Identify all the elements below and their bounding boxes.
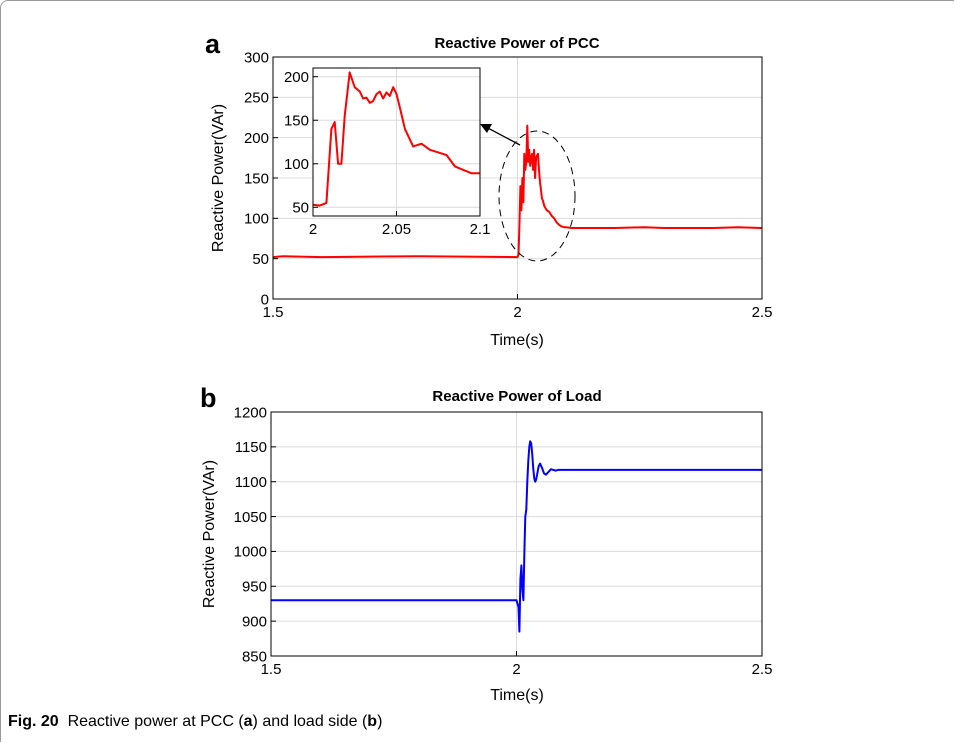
panel-b-xtick-label-0: 1.5 <box>261 661 282 678</box>
panel-b-ytick-label-4: 1050 <box>234 509 267 526</box>
panel-b-ytick-label-7: 1200 <box>234 404 267 421</box>
inset-ticks: 2 2.05 2.1 50 100 150 200 <box>284 69 490 238</box>
inset-ytick-label-0: 50 <box>292 200 309 217</box>
caption-mid: ) and load side ( <box>252 713 368 730</box>
panel-b-series-line <box>271 440 762 633</box>
panel-a-ytick-label-3: 150 <box>244 170 269 187</box>
zoom-ellipse <box>498 130 576 262</box>
zoom-arrowhead <box>480 124 492 133</box>
panel-b-ylabel: Reactive Power(VAr) <box>201 460 218 608</box>
panel-a-xtick-label-0: 1.5 <box>263 304 284 321</box>
panel-a-ytick-label-4: 200 <box>244 130 269 147</box>
caption-text: Reactive power at PCC ( <box>67 713 244 730</box>
panel-b-chart: b Reactive Power of Load 1.5 2 2.5 850 900 95… <box>200 383 772 704</box>
panel-b-xtick-label-1: 2 <box>512 661 520 678</box>
caption-ref-b: b <box>367 713 378 730</box>
panel-a-series-line <box>272 124 763 259</box>
panel-b-ytick-label-5: 1100 <box>235 474 267 491</box>
panel-b-ytick-label-1: 900 <box>242 613 267 630</box>
panel-b-ytick-label-3: 1000 <box>234 544 267 561</box>
caption-end: ) <box>377 713 383 730</box>
panel-b-xlabel: Time(s) <box>490 687 544 704</box>
panel-a-ytick-label-0: 0 <box>261 291 269 308</box>
panel-b-series <box>271 440 762 633</box>
panel-b-label: b <box>200 383 217 413</box>
panel-b-gridlines <box>271 412 762 656</box>
figure-caption: Fig. 20 Reactive power at PCC (a) and lo… <box>8 713 382 731</box>
inset-xtick-label-1: 2.05 <box>382 221 411 238</box>
inset-ytick-label-1: 100 <box>284 156 309 173</box>
panel-b-xtick-label-2: 2.5 <box>752 661 773 678</box>
panel-a-xlabel: Time(s) <box>490 332 544 349</box>
panel-a-chart: a Reactive Power of PCC 1.5 2 2.5 0 50 100 150… <box>205 29 772 349</box>
inset-series <box>312 71 480 207</box>
panel-a-series <box>272 124 763 259</box>
panel-a-title: Reactive Power of PCC <box>434 35 599 52</box>
panel-b-ytick-label-2: 950 <box>242 579 267 596</box>
panel-b-ytick-label-6: 1150 <box>235 439 267 456</box>
panel-a-ytick-label-5: 250 <box>244 90 269 107</box>
inset-ytick-label-3: 200 <box>284 69 309 86</box>
panel-a-ytick-label-1: 50 <box>252 251 269 268</box>
panel-a-ytick-label-2: 100 <box>244 211 269 228</box>
panel-a-ylabel: Reactive Power(VAr) <box>210 104 227 252</box>
panel-a-ytick-label-6: 300 <box>244 49 269 66</box>
zoom-arrow <box>485 126 521 146</box>
panel-a-xtick-label-1: 2 <box>513 304 521 321</box>
panel-a-gridlines <box>273 57 762 299</box>
caption-label: Fig. 20 <box>8 713 59 730</box>
panel-a-label: a <box>205 29 221 59</box>
panel-a-xtick-label-2: 2.5 <box>752 304 773 321</box>
panel-b-ytick-label-0: 850 <box>242 648 267 665</box>
caption-ref-a: a <box>243 713 253 730</box>
panel-b-title: Reactive Power of Load <box>432 388 601 405</box>
inset-xtick-label-0: 2 <box>309 221 317 238</box>
inset-series-line <box>312 71 480 207</box>
inset-xtick-label-2: 2.1 <box>470 221 491 238</box>
inset-ytick-label-2: 150 <box>284 112 309 129</box>
panel-b-ticks: 1.5 2 2.5 850 900 950 1000 1050 1100 1150 1200 <box>234 404 773 678</box>
